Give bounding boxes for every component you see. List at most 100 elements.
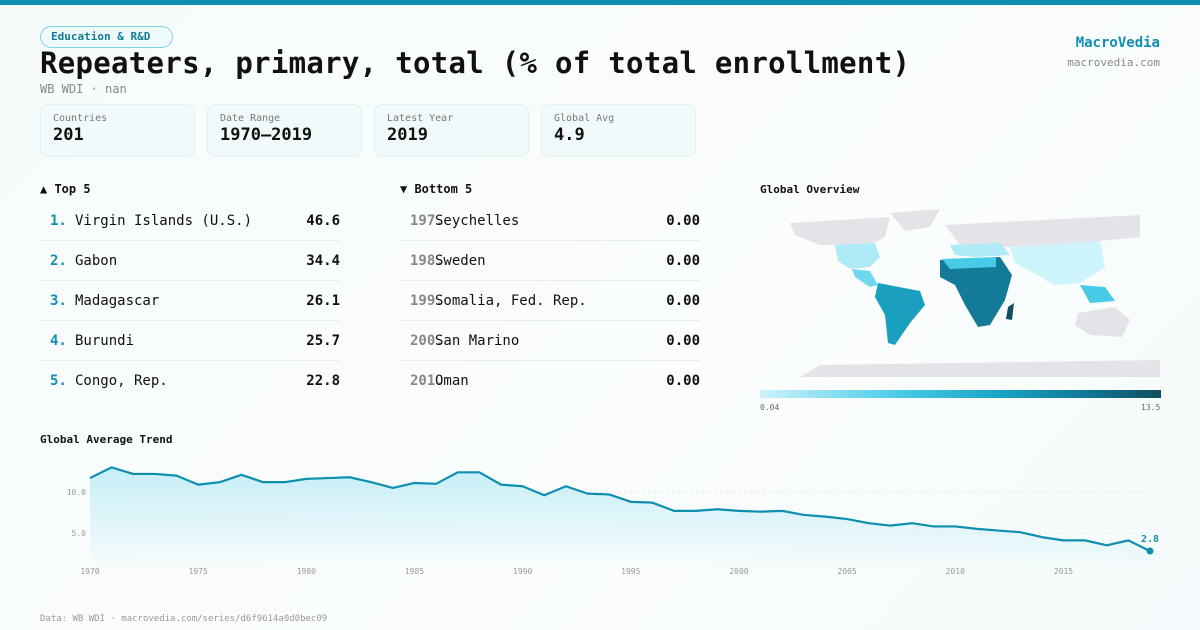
list-item[interactable]: 200. San Marino 0.00: [400, 321, 700, 361]
country-value: 0.00: [666, 212, 700, 229]
country-name: Burundi: [75, 332, 135, 349]
x-tick-label: 1990: [513, 567, 532, 576]
rank: 4.: [50, 332, 67, 349]
country-name: Congo, Rep.: [75, 373, 168, 389]
x-tick-label: 1970: [80, 567, 99, 576]
list-item[interactable]: 2. Gabon 34.4: [40, 241, 340, 281]
page-title: Repeaters, primary, total (% of total en…: [40, 46, 911, 80]
x-tick-label: 1995: [621, 567, 640, 576]
rank: 5.: [50, 373, 67, 389]
bottom5-heading: ▼ Bottom 5: [400, 182, 473, 196]
north-america-region: [790, 217, 890, 245]
europe-south-region: [950, 243, 1010, 257]
country-name: Seychelles: [435, 212, 520, 229]
map-heading: Global Overview: [760, 183, 860, 196]
list-item[interactable]: 5. Congo, Rep. 22.8: [40, 361, 340, 401]
list-item[interactable]: 198. Sweden 0.00: [400, 241, 700, 281]
stat-label: Latest Year: [387, 113, 454, 124]
legend-min: 0.04: [760, 403, 780, 412]
country-name: San Marino: [435, 332, 520, 349]
country-value: 22.8: [306, 373, 340, 389]
rank: 199.: [410, 292, 444, 309]
country-value: 46.6: [306, 212, 340, 229]
rank: 197.: [410, 212, 444, 229]
list-item[interactable]: 201. Oman 0.00: [400, 361, 700, 401]
africa-north-region: [942, 257, 996, 269]
top5-heading: ▲ Top 5: [40, 182, 91, 196]
list-item[interactable]: 197. Seychelles 0.00: [400, 201, 700, 241]
country-name: Somalia, Fed. Rep.: [435, 292, 587, 309]
trend-line: [89, 466, 1151, 553]
antarctica-region: [800, 360, 1160, 377]
country-value: 34.4: [306, 252, 340, 269]
x-tick-label: 2015: [1054, 567, 1073, 576]
rank: 2.: [50, 252, 67, 269]
stats-cards: Countries 201 Date Range 1970–2019 Latest …: [40, 104, 696, 157]
madagascar-region: [1006, 303, 1014, 320]
rank: 198.: [410, 252, 444, 269]
x-tick-label: 2005: [838, 567, 857, 576]
country-name: Gabon: [75, 252, 118, 269]
x-tick-label: 2000: [729, 567, 748, 576]
stat-label: Countries: [53, 113, 108, 124]
country-value: 0.00: [666, 252, 700, 269]
trend-area: [90, 467, 1150, 562]
x-tick-label: 1980: [297, 567, 316, 576]
last-value-label: 2.8: [1141, 534, 1159, 545]
europe-region: [945, 215, 1140, 247]
rank: 201.: [410, 373, 444, 389]
x-tick-label: 1985: [405, 567, 424, 576]
stat-card-countries: Countries 201: [40, 104, 195, 157]
rank: 3.: [50, 292, 67, 309]
footer-source: Data: WB WDI · macrovedia.com/series/d6f…: [40, 614, 328, 624]
top-accent-bar: [0, 0, 1200, 5]
country-name: Virgin Islands (U.S.): [75, 212, 253, 229]
list-item[interactable]: 4. Burundi 25.7: [40, 321, 340, 361]
legend-max: 13.5: [1141, 403, 1161, 412]
greenland-region: [890, 209, 940, 231]
rank: 200.: [410, 332, 444, 349]
category-badge[interactable]: Education & R&D: [40, 26, 174, 48]
rank: 1.: [50, 212, 67, 229]
country-name: Madagascar: [75, 292, 160, 309]
stat-label: Date Range: [220, 113, 281, 124]
southeast-asia-region: [1080, 285, 1115, 303]
country-value: 0.00: [666, 292, 700, 309]
country-value: 0.00: [666, 373, 700, 389]
last-point-marker: [1146, 547, 1154, 555]
south-america-region: [875, 283, 925, 345]
brand-logo[interactable]: MacroVedia: [1075, 35, 1160, 51]
trend-heading: Global Average Trend: [40, 433, 173, 446]
stat-value: 1970–2019: [220, 125, 313, 145]
usa-region: [835, 243, 880, 269]
africa-region: [940, 257, 1012, 327]
y-tick-label: 10.0: [67, 488, 86, 497]
asia-region: [1010, 241, 1105, 285]
list-item[interactable]: 3. Madagascar 26.1: [40, 281, 340, 321]
y-tick-label: 5.0: [72, 529, 87, 538]
top5-list: 1. Virgin Islands (U.S.) 46.6 2. Gabon 34.4 3.…: [40, 201, 340, 401]
stat-card-global-avg: Global Avg 4.9: [541, 104, 696, 157]
australia-region: [1075, 307, 1130, 337]
country-name: Sweden: [435, 252, 486, 269]
stat-value: 4.9: [554, 125, 585, 145]
map-color-legend: [760, 390, 1161, 398]
trend-chart: 5.0 10.0 1970 1975 1980 1985 1990 1995 2000 2005 2…: [67, 466, 1159, 576]
country-value: 26.1: [306, 292, 340, 309]
stat-card-latest-year: Latest Year 2019: [374, 104, 529, 157]
x-tick-label: 1975: [189, 567, 208, 576]
central-america-region: [852, 269, 878, 287]
stat-value: 2019: [387, 125, 428, 145]
stat-value: 201: [53, 125, 84, 145]
stat-card-date-range: Date Range 1970–2019: [207, 104, 362, 157]
brand-url[interactable]: macrovedia.com: [1067, 56, 1160, 69]
country-value: 0.00: [666, 332, 700, 349]
list-item[interactable]: 1. Virgin Islands (U.S.) 46.6: [40, 201, 340, 241]
page-subtitle: WB WDI · nan: [40, 82, 127, 96]
x-tick-label: 2010: [946, 567, 965, 576]
stat-label: Global Avg: [554, 113, 615, 124]
country-name: Oman: [435, 373, 469, 389]
list-item[interactable]: 199. Somalia, Fed. Rep. 0.00: [400, 281, 700, 321]
world-map[interactable]: [760, 205, 1161, 385]
country-value: 25.7: [306, 332, 340, 349]
